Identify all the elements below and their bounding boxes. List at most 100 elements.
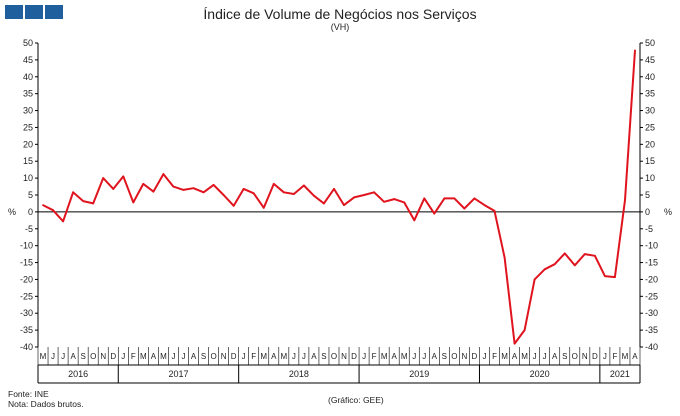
data-point [272,182,275,185]
y-tick-label-left: 0 [28,207,33,217]
data-point [373,191,376,194]
header-logo-block-2 [25,5,43,19]
data-point [553,263,556,266]
data-point [52,209,54,212]
data-point [202,191,205,194]
data-point [313,194,315,197]
data-point [292,193,295,195]
source-note: Fonte: INE [8,389,49,399]
x-month-label: A [632,352,638,361]
data-point [132,201,135,204]
data-note: Nota: Dados brutos. [8,399,84,409]
x-month-label: N [582,352,588,361]
x-month-label: M [521,352,528,361]
data-point [543,268,546,271]
x-month-label: A [151,352,157,361]
y-tick-label-right: -40 [645,342,658,352]
data-point [433,212,436,215]
chart-credit: (Gráfico: GEE) [328,395,384,405]
y-tick-label-left: 10 [23,173,33,183]
data-point [282,191,285,194]
x-month-label: O [210,352,216,361]
x-month-label: M [140,352,147,361]
data-point [242,188,245,190]
data-point [363,194,365,196]
x-month-label: J [422,352,426,361]
x-month-label: D [592,352,598,361]
x-year-label: 2021 [610,369,630,379]
data-point [102,177,105,180]
data-point [563,252,566,255]
data-point [262,206,265,209]
data-point [624,199,626,201]
x-month-label: M [381,352,388,361]
data-point [302,184,305,187]
x-month-label: J [181,352,185,361]
data-point [232,204,235,207]
y-tick-label-right: 40 [645,72,655,82]
data-point [122,175,125,178]
data-point [523,329,526,332]
y-tick-label-right: 30 [645,106,655,116]
x-month-label: S [321,352,326,361]
x-month-label: S [442,352,447,361]
y-tick-label-left: 40 [23,72,33,82]
y-tick-label-left: -25 [20,291,33,301]
data-point [42,204,44,207]
x-month-label: J [543,352,547,361]
y-tick-label-right: -30 [645,308,658,318]
x-month-label: J [242,352,246,361]
x-month-label: S [80,352,85,361]
data-point [333,188,335,190]
x-month-label: N [341,352,347,361]
x-month-label: F [612,352,617,361]
x-month-label: O [572,352,578,361]
x-year-label: 2019 [409,369,429,379]
x-month-label: D [110,352,116,361]
data-point [533,278,536,281]
chart-title: Índice de Volume de Negócios nos Serviço… [203,6,477,22]
data-point [634,49,636,52]
x-month-label: J [61,352,65,361]
header-logo-block-3 [45,5,63,19]
y-tick-label-right: 20 [645,139,655,149]
data-point [162,173,165,175]
y-tick-label-right: 35 [645,89,655,99]
data-point [192,187,195,190]
data-point [323,202,325,205]
x-month-label: J [412,352,416,361]
x-month-label: M [40,352,47,361]
series-line [42,50,636,345]
x-month-label: M [160,352,167,361]
data-point [463,207,466,210]
data-point [603,275,606,277]
x-month-label: O [90,352,96,361]
y-tick-label-left: -40 [20,342,33,352]
y-tick-label-right: 15 [645,156,655,166]
x-month-label: J [603,352,607,361]
data-point [383,200,386,203]
x-month-label: J [171,352,175,361]
data-point [443,197,446,200]
x-year-label: 2016 [68,369,88,379]
data-point [614,276,616,278]
data-point [573,264,576,267]
y-tick-label-right: -25 [645,291,658,301]
x-month-label: M [501,352,508,361]
x-month-label: J [362,352,366,361]
y-tick-label-right: 10 [645,173,655,183]
y-tick-label-left: 35 [23,89,33,99]
x-month-label: M [622,352,629,361]
x-month-label: A [512,352,518,361]
y-tick-label-left: -20 [20,274,33,284]
data-point [82,200,85,202]
x-month-label: N [100,352,106,361]
x-month-label: O [451,352,457,361]
x-year-label: 2018 [289,369,309,379]
x-month-label: A [191,352,197,361]
x-month-label: F [251,352,256,361]
y-tick-label-left: -35 [20,325,33,335]
data-point [483,204,486,207]
data-point [92,202,95,205]
y-tick-label-right: 0 [645,207,650,217]
